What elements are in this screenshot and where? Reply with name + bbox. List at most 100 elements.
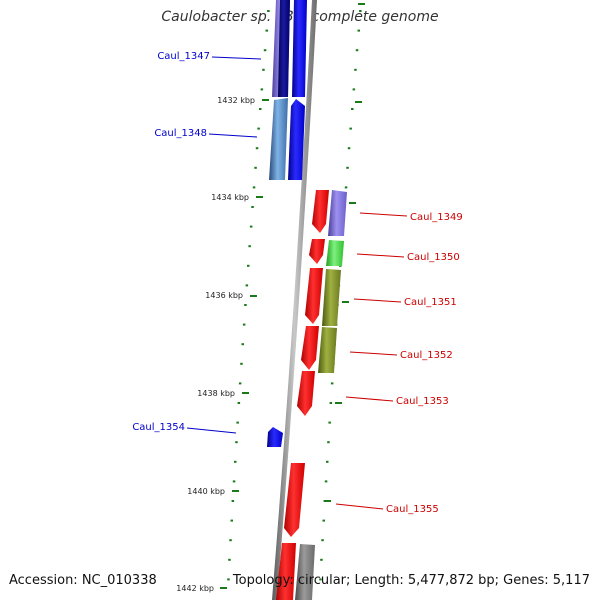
scale-label: 1442 kbp: [176, 584, 214, 593]
leader-caul-1349: [359, 212, 408, 217]
minor-tick: [247, 264, 250, 267]
minor-tick: [229, 539, 232, 542]
label-caul-1351: Caul_1351: [404, 297, 457, 308]
scale-tick: [342, 301, 349, 303]
gene-caul-1355: [284, 463, 305, 537]
minor-tick: [349, 127, 352, 130]
minor-tick: [245, 284, 249, 287]
scale-tick: [256, 196, 263, 198]
minor-tick: [230, 519, 233, 522]
accession-text: Accession: NC_010338: [9, 573, 157, 588]
leader-lines: [186, 56, 408, 510]
scale-labels: 1432 kbp 1434 kbp 1436 kbp 1438 kbp 1440…: [176, 96, 255, 593]
gene-block-blue-upper: [292, 0, 307, 97]
minor-tick: [254, 166, 257, 169]
minor-tick: [357, 29, 360, 32]
minor-tick: [232, 480, 236, 483]
minor-tick: [237, 402, 241, 404]
minor-tick: [234, 460, 237, 463]
leader-caul-1352: [349, 351, 398, 356]
minor-tick: [255, 147, 259, 150]
scale-tick: [220, 587, 227, 589]
genome-summary-text: Topology: circular; Length: 5,477,872 bp…: [232, 573, 590, 588]
gene-caul-1354: [267, 427, 283, 447]
gene-bottom-red: [276, 543, 296, 600]
minor-tick: [260, 88, 264, 91]
leader-caul-1351: [353, 298, 402, 303]
reverse-genes: [276, 190, 347, 600]
minor-tick: [267, 10, 270, 12]
gene-caul-1350: [309, 239, 325, 264]
scale-tick: [250, 295, 257, 297]
minor-tick: [328, 421, 331, 424]
minor-tick: [240, 362, 243, 365]
minor-tick: [346, 166, 349, 169]
gene-caul-1347: [278, 0, 290, 97]
minor-tick: [329, 402, 333, 404]
minor-tick: [352, 88, 356, 91]
gene-caul-1353: [297, 371, 315, 416]
leader-caul-1355: [335, 503, 384, 510]
scale-tick: [324, 500, 331, 502]
leader-caul-1347: [211, 56, 262, 60]
leader-caul-1350: [356, 253, 405, 258]
minor-tick: [354, 68, 357, 71]
minor-tick: [347, 147, 351, 150]
gene-caul-1348: [288, 99, 305, 180]
minor-tick: [259, 108, 262, 110]
label-caul-1354: Caul_1354: [132, 422, 185, 433]
scale-label: 1434 kbp: [211, 193, 249, 202]
minor-tick: [263, 49, 267, 52]
minor-tick: [355, 49, 359, 52]
label-caul-1352: Caul_1352: [400, 350, 453, 361]
scale-tick: [262, 99, 269, 101]
forward-genes: [267, 0, 307, 447]
scale-ticks: [220, 3, 365, 589]
minor-tick: [324, 480, 328, 483]
minor-tick: [231, 500, 235, 502]
gene-caul-1351: [305, 268, 323, 324]
minor-tick: [359, 10, 362, 12]
gene-caul-1348-block: [269, 98, 288, 180]
scale-label: 1438 kbp: [197, 389, 235, 398]
left-tick-track: [227, 10, 270, 581]
gene-bottom-gray: [295, 544, 315, 600]
minor-tick: [242, 323, 246, 326]
label-caul-1349: Caul_1349: [410, 212, 463, 223]
minor-tick: [241, 343, 244, 346]
minor-tick: [248, 245, 251, 248]
scale-tick: [349, 202, 356, 204]
minor-tick: [244, 304, 247, 306]
scale-label: 1432 kbp: [217, 96, 255, 105]
minor-tick: [344, 186, 348, 189]
label-caul-1350: Caul_1350: [407, 252, 460, 263]
gene-labels: Caul_1347 Caul_1348 Caul_1354 Caul_1349 …: [132, 51, 462, 515]
minor-tick: [319, 578, 322, 581]
gene-caul-1350-block: [326, 240, 344, 266]
leader-caul-1348: [208, 133, 258, 138]
scale-tick: [335, 402, 342, 404]
minor-tick: [252, 186, 256, 189]
minor-tick: [227, 578, 230, 581]
minor-tick: [249, 225, 253, 228]
scale-tick: [358, 3, 365, 5]
minor-tick: [322, 519, 325, 522]
gene-caul-1352-block: [318, 327, 337, 373]
minor-tick: [330, 382, 334, 385]
minor-tick: [262, 68, 265, 71]
minor-tick: [228, 558, 231, 561]
leader-caul-1354: [186, 427, 237, 434]
minor-tick: [327, 441, 330, 444]
leader-caul-1353: [345, 396, 394, 402]
label-caul-1348: Caul_1348: [154, 128, 207, 139]
minor-tick: [321, 539, 324, 542]
scale-tick: [242, 392, 249, 394]
minor-tick: [251, 206, 254, 208]
label-caul-1355: Caul_1355: [386, 504, 439, 515]
scale-tick: [232, 490, 239, 492]
gene-caul-1351-block: [322, 269, 341, 326]
minor-tick: [236, 421, 239, 424]
scale-label: 1436 kbp: [205, 291, 243, 300]
genome-backbone: [272, 0, 317, 600]
scale-label: 1440 kbp: [187, 487, 225, 496]
